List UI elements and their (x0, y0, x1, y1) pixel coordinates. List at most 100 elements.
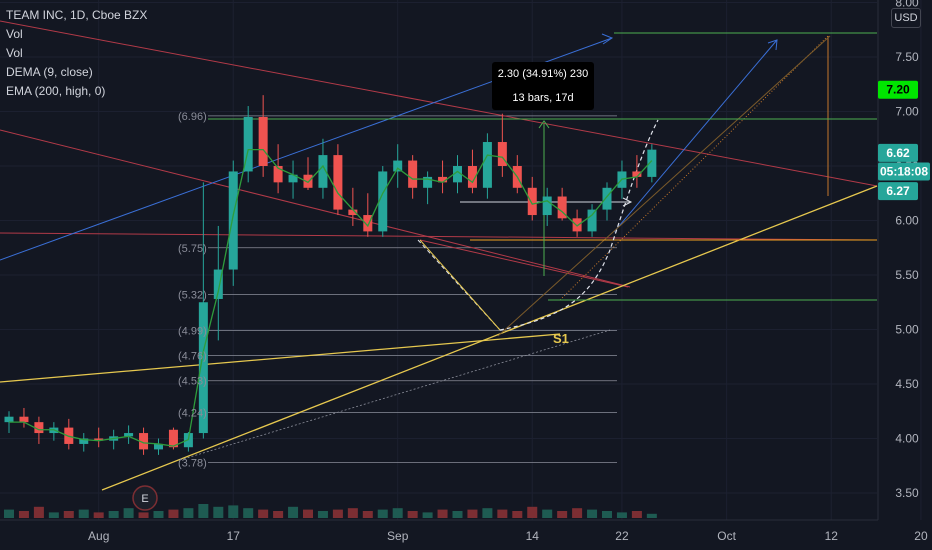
candle-body (453, 166, 462, 183)
descending-trendline (0, 129, 631, 288)
volume-bar (452, 511, 463, 518)
earnings-marker (132, 485, 158, 511)
volume-bar (93, 512, 104, 518)
candle-body (438, 176, 448, 183)
dema-9-line (9, 148, 653, 447)
price-tag-box (878, 162, 930, 181)
candle-body (542, 196, 552, 216)
volume-bar (347, 508, 358, 518)
annotations: S1 E (132, 331, 569, 511)
volume-bar (616, 512, 627, 518)
measure-arrow-head (538, 120, 550, 129)
volume-bar (542, 509, 553, 518)
price-tag-box (878, 143, 918, 162)
candle-body (318, 155, 328, 188)
price-axis[interactable]: 3.504.004.505.005.506.006.507.007.508.00… (877, 0, 922, 520)
symbol-title[interactable]: TEAM INC, 1D, Cboe BZX (6, 8, 148, 22)
volume-bar (377, 509, 388, 518)
price-tick-label: 8.00 (895, 0, 919, 10)
candle-body (94, 438, 104, 441)
price-tick-label: 7.50 (895, 50, 919, 64)
candle-body (124, 433, 134, 437)
volume-bars (4, 504, 657, 518)
legend-ema[interactable]: EMA (200, high, 0) (6, 84, 106, 98)
volume-bar (48, 512, 59, 518)
volume-bar (4, 509, 14, 518)
chart-grid (0, 0, 922, 520)
volume-bar (228, 505, 239, 518)
price-tick-label: 6.00 (895, 214, 919, 228)
time-tick-label: 20 (914, 529, 928, 543)
projection-line-2 (497, 35, 831, 337)
measure-guide-arrow (622, 197, 633, 207)
time-tick-label: 17 (227, 529, 241, 543)
legend-vol-2[interactable]: Vol (6, 46, 23, 60)
candle-body (393, 160, 403, 172)
measure-callout: 2.30 (34.91%) 230 13 bars, 17d (492, 62, 594, 110)
price-tag-box (878, 182, 918, 201)
price-tick-label: 3.50 (895, 486, 919, 500)
candle-body (4, 416, 14, 423)
drawing-tools[interactable] (0, 0, 878, 491)
candle-body (348, 209, 358, 216)
candle-body (168, 429, 178, 448)
volume-bar (108, 511, 119, 518)
rising-support-line (101, 185, 878, 491)
projection-line (559, 35, 829, 301)
volume-bar (273, 511, 284, 518)
time-tick-label: 12 (825, 529, 839, 543)
volume-bar (557, 511, 568, 518)
measure-change-text: 2.30 (34.91%) 230 (497, 68, 589, 80)
candle-body (467, 166, 477, 188)
horizontal-resistance-line (0, 232, 878, 241)
candle-body (378, 171, 388, 232)
volume-bar (18, 511, 29, 518)
time-tick-label: Aug (88, 529, 109, 543)
fib-label: (4.76) (178, 351, 207, 363)
price-tag-text: 6.62 (886, 146, 910, 160)
fib-level-labels: (8.93)(6.96)(5.75)(5.32)(4.99)(4.76)(4.5… (178, 111, 207, 470)
volume-bar (646, 513, 657, 518)
chart-legend: TEAM INC, 1D, Cboe BZX Vol Vol DEMA (9, … (6, 6, 147, 101)
resistance-trendline (0, 20, 878, 187)
candle-body (258, 116, 268, 166)
candle-body (288, 174, 298, 183)
dema-path (9, 148, 653, 447)
candle-body (632, 171, 642, 177)
candle-body (557, 196, 567, 219)
volume-bar (168, 509, 179, 518)
time-tick-label: Oct (717, 529, 736, 543)
volume-bar (183, 508, 194, 518)
candle-body (527, 187, 537, 216)
measure-bars-text: 13 bars, 17d (512, 92, 574, 104)
fib-label: (5.32) (178, 290, 207, 302)
volume-bar (332, 509, 343, 518)
candle-body (333, 155, 343, 210)
time-tick-label: 14 (526, 529, 540, 543)
currency-button[interactable]: USD (891, 8, 921, 28)
fib-label: (4.53) (178, 376, 207, 388)
legend-dema[interactable]: DEMA (9, close) (6, 65, 93, 79)
candle-body (572, 218, 582, 232)
legend-vol-1[interactable]: Vol (6, 27, 23, 41)
volume-bar (317, 511, 328, 518)
volume-bar (392, 508, 403, 518)
price-tick-label: 4.00 (895, 432, 919, 446)
candle-body (482, 142, 492, 188)
time-axis[interactable]: 21Aug17Sep1422Oct1220 (0, 519, 928, 543)
volume-bar (527, 506, 538, 518)
candle-body (154, 443, 163, 450)
volume-bar (78, 509, 89, 518)
earnings-letter: E (141, 493, 148, 505)
candle-body (587, 209, 597, 232)
time-tick-label: 22 (615, 529, 629, 543)
fib-label: (6.96) (178, 111, 207, 123)
candle-body (139, 433, 149, 450)
price-tick-label: 7.00 (895, 105, 919, 119)
candle-body (243, 116, 253, 172)
volume-bar (467, 509, 478, 518)
candle-body (497, 142, 507, 166)
price-tag-box (878, 80, 918, 99)
